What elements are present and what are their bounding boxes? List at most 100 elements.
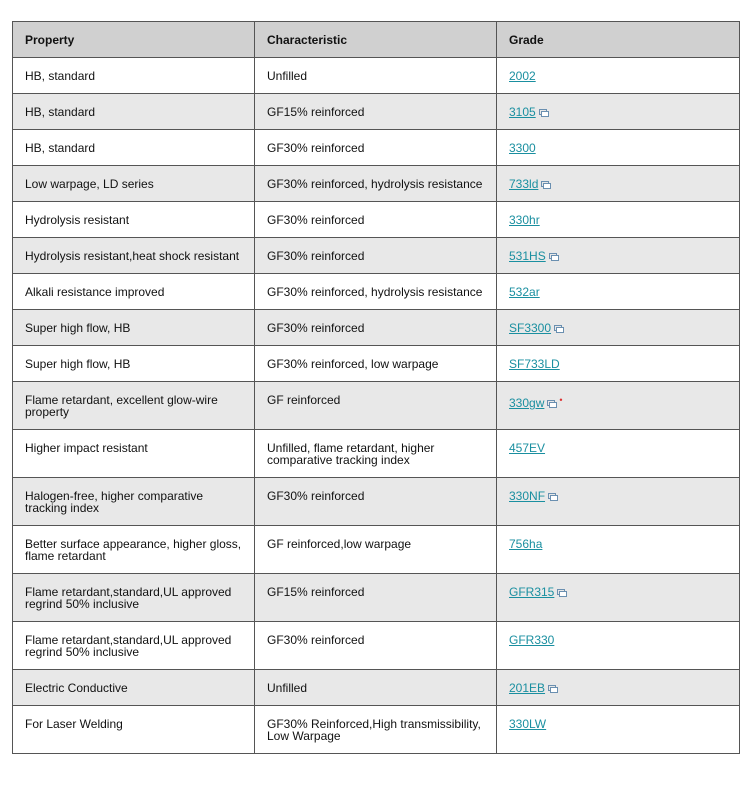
table-cell: 457EV bbox=[496, 429, 740, 478]
table-cell: Better surface appearance, higher gloss,… bbox=[12, 525, 255, 574]
table-cell: GFR315 bbox=[496, 573, 740, 622]
table-cell: Hydrolysis resistant bbox=[12, 201, 255, 238]
header-cell: Grade bbox=[496, 21, 740, 58]
header-cell: Property bbox=[12, 21, 255, 58]
external-link-icon bbox=[548, 493, 558, 501]
grade-link[interactable]: 330LW bbox=[509, 717, 547, 731]
table-cell: 330hr bbox=[496, 201, 740, 238]
external-link-icon bbox=[547, 400, 557, 408]
table-row: Halogen-free, higher comparative trackin… bbox=[12, 477, 740, 526]
table-cell: GF15% reinforced bbox=[254, 573, 497, 622]
grade-link[interactable]: 532ar bbox=[509, 285, 540, 299]
table-cell: GF30% reinforced, hydrolysis resistance bbox=[254, 273, 497, 310]
table-row: Low warpage, LD series GF30% reinforced, … bbox=[12, 165, 740, 202]
table-cell: Super high flow, HB bbox=[12, 309, 255, 346]
table-row: Hydrolysis resistant GF30% reinforced 330h… bbox=[12, 201, 740, 238]
table-cell: 330gw • bbox=[496, 381, 740, 430]
grade-link[interactable]: 3105 bbox=[509, 105, 536, 119]
table-cell: Alkali resistance improved bbox=[12, 273, 255, 310]
table-cell: Halogen-free, higher comparative trackin… bbox=[12, 477, 255, 526]
grade-link[interactable]: GFR330 bbox=[509, 633, 555, 647]
table-row: Better surface appearance, higher gloss,… bbox=[12, 525, 740, 574]
grade-link[interactable]: 2002 bbox=[509, 69, 536, 83]
table-cell: Higher impact resistant bbox=[12, 429, 255, 478]
table-cell: HB, standard bbox=[12, 93, 255, 130]
grade-link[interactable]: 330gw bbox=[509, 396, 545, 410]
external-link-icon bbox=[548, 685, 558, 693]
grade-link[interactable]: GFR315 bbox=[509, 585, 555, 599]
table-row: Super high flow, HB GF30% reinforced SF330… bbox=[12, 309, 740, 346]
table-cell: GF30% reinforced bbox=[254, 477, 497, 526]
table-cell: Electric Conductive bbox=[12, 669, 255, 706]
grades-table: Property Characteristic Grade HB, standa… bbox=[12, 21, 740, 754]
external-link-icon bbox=[539, 109, 549, 117]
table-cell: HB, standard bbox=[12, 129, 255, 166]
table-row: Flame retardant, excellent glow-wire pro… bbox=[12, 381, 740, 430]
table-cell: Flame retardant,standard,UL approved reg… bbox=[12, 573, 255, 622]
external-link-icon bbox=[549, 253, 559, 261]
table-cell: 2002 bbox=[496, 57, 740, 94]
grade-link[interactable]: 457EV bbox=[509, 441, 546, 455]
table-cell: Hydrolysis resistant,heat shock resistan… bbox=[12, 237, 255, 274]
table-cell: GF30% reinforced bbox=[254, 201, 497, 238]
table-cell: 330NF bbox=[496, 477, 740, 526]
table-cell: Unfilled bbox=[254, 669, 497, 706]
table-row: HB, standard GF15% reinforced 3105 bbox=[12, 93, 740, 130]
table-cell: GF30% reinforced bbox=[254, 621, 497, 670]
grade-link[interactable]: 330hr bbox=[509, 213, 540, 227]
table-cell: For Laser Welding bbox=[12, 705, 255, 754]
table-row: Alkali resistance improved GF30% reinforc… bbox=[12, 273, 740, 310]
grade-link[interactable]: 733ld bbox=[509, 177, 539, 191]
table-row: Higher impact resistant Unfilled, flame r… bbox=[12, 429, 740, 478]
table-cell: GF30% reinforced bbox=[254, 237, 497, 274]
table-cell: GF30% Reinforced,High transmissibility, … bbox=[254, 705, 497, 754]
table-cell: Unfilled, flame retardant, higher compar… bbox=[254, 429, 497, 478]
table-row: Flame retardant,standard,UL approved reg… bbox=[12, 621, 740, 670]
table-row: Electric Conductive Unfilled 201EB bbox=[12, 669, 740, 706]
table-cell: GF15% reinforced bbox=[254, 93, 497, 130]
table-cell: GF30% reinforced bbox=[254, 309, 497, 346]
table-cell: SF3300 bbox=[496, 309, 740, 346]
header-cell: Characteristic bbox=[254, 21, 497, 58]
table-body: HB, standard Unfilled 2002 HB, standard GF15… bbox=[12, 57, 740, 754]
table-cell: GFR330 bbox=[496, 621, 740, 670]
grade-link[interactable]: SF733LD bbox=[509, 357, 560, 371]
table-cell: GF30% reinforced, low warpage bbox=[254, 345, 497, 382]
table-cell: 756ha bbox=[496, 525, 740, 574]
table-cell: HB, standard bbox=[12, 57, 255, 94]
table-cell: GF reinforced,low warpage bbox=[254, 525, 497, 574]
table-cell: 532ar bbox=[496, 273, 740, 310]
grade-link[interactable]: 201EB bbox=[509, 681, 546, 695]
table-cell: GF reinforced bbox=[254, 381, 497, 430]
grade-link[interactable]: SF3300 bbox=[509, 321, 552, 335]
table-cell: 330LW bbox=[496, 705, 740, 754]
table-cell: Flame retardant, excellent glow-wire pro… bbox=[12, 381, 255, 430]
table-cell: 201EB bbox=[496, 669, 740, 706]
table-row: HB, standard GF30% reinforced 3300 bbox=[12, 129, 740, 166]
grade-link[interactable]: 756ha bbox=[509, 537, 543, 551]
table-cell: 531HS bbox=[496, 237, 740, 274]
table-row: Super high flow, HB GF30% reinforced, low… bbox=[12, 345, 740, 382]
table-cell: 733ld bbox=[496, 165, 740, 202]
table-row: HB, standard Unfilled 2002 bbox=[12, 57, 740, 94]
table-cell: GF30% reinforced, hydrolysis resistance bbox=[254, 165, 497, 202]
external-link-icon bbox=[541, 181, 551, 189]
grade-link[interactable]: 330NF bbox=[509, 489, 546, 503]
marker: • bbox=[559, 395, 563, 405]
table-cell: 3105 bbox=[496, 93, 740, 130]
table-cell: 3300 bbox=[496, 129, 740, 166]
table-cell: Unfilled bbox=[254, 57, 497, 94]
table-cell: Super high flow, HB bbox=[12, 345, 255, 382]
table-row: Flame retardant,standard,UL approved reg… bbox=[12, 573, 740, 622]
table-cell: GF30% reinforced bbox=[254, 129, 497, 166]
grade-link[interactable]: 3300 bbox=[509, 141, 536, 155]
external-link-icon bbox=[554, 325, 564, 333]
header-row: Property Characteristic Grade bbox=[12, 21, 740, 58]
grade-link[interactable]: 531HS bbox=[509, 249, 546, 263]
external-link-icon bbox=[557, 589, 567, 597]
table-cell: SF733LD bbox=[496, 345, 740, 382]
table-cell: Low warpage, LD series bbox=[12, 165, 255, 202]
table-row: For Laser Welding GF30% Reinforced,High t… bbox=[12, 705, 740, 754]
table-cell: Flame retardant,standard,UL approved reg… bbox=[12, 621, 255, 670]
